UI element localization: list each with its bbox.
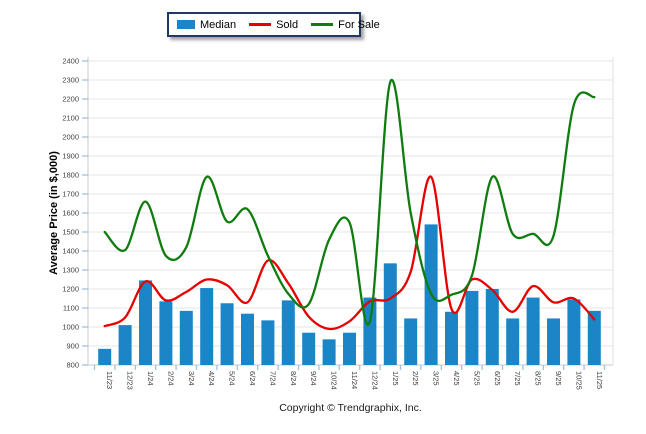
median-bar <box>261 320 274 365</box>
x-tick-label: 6/24 <box>248 371 257 386</box>
median-bar <box>302 333 315 365</box>
median-bar-swatch-icon <box>177 20 195 29</box>
median-bar <box>363 298 376 365</box>
median-bar <box>527 298 540 365</box>
median-bar <box>384 263 397 365</box>
x-tick-label: 3/25 <box>432 371 441 386</box>
median-bar <box>445 312 458 365</box>
for-sale-line-swatch-icon <box>311 23 333 26</box>
x-tick-label: 9/25 <box>554 371 563 386</box>
y-tick-label: 2000 <box>62 133 79 142</box>
median-bar <box>567 299 580 365</box>
sold-line-swatch-icon <box>249 23 271 26</box>
median-bar <box>119 325 132 365</box>
median-bar <box>159 301 172 365</box>
x-tick-label: 1/24 <box>146 371 155 386</box>
x-tick-label: 7/24 <box>268 371 277 386</box>
x-tick-label: 5/25 <box>472 371 481 386</box>
y-tick-label: 2300 <box>62 76 79 85</box>
y-tick-label: 1300 <box>62 266 79 275</box>
y-tick-label: 1900 <box>62 152 79 161</box>
x-tick-label: 8/25 <box>534 371 543 386</box>
x-tick-label: 4/24 <box>207 371 216 386</box>
median-bar <box>98 349 111 365</box>
y-axis-title: Average Price (in $,000) <box>48 151 60 275</box>
sold-line <box>105 177 595 329</box>
x-tick-label: 9/24 <box>309 371 318 386</box>
median-bar <box>200 288 213 365</box>
for-sale-line <box>105 80 595 325</box>
x-tick-label: 2/25 <box>411 371 420 386</box>
median-bar <box>241 314 254 365</box>
legend-label-for-sale: For Sale <box>338 19 380 31</box>
median-bar <box>180 311 193 365</box>
x-tick-label: 12/23 <box>126 371 135 390</box>
x-tick-label: 10/24 <box>330 371 339 390</box>
median-bar <box>221 303 234 365</box>
median-bar <box>465 291 478 365</box>
median-bar <box>547 318 560 365</box>
y-tick-label: 1200 <box>62 285 79 294</box>
footer-copyright: Copyright © Trendgraphix, Inc. <box>88 402 613 414</box>
y-tick-label: 2100 <box>62 114 79 123</box>
median-bar <box>486 289 499 365</box>
chart-svg: 800 900 1000 1100 1200 1300 1400 1500 1600 1700 18… <box>0 0 646 434</box>
y-tick-label: 2400 <box>62 57 79 66</box>
x-tick-label: 2/24 <box>166 371 175 386</box>
x-tick-label: 7/25 <box>513 371 522 386</box>
legend-item-median: Median <box>177 19 236 31</box>
y-tick-label: 1700 <box>62 190 79 199</box>
median-bar <box>343 333 356 365</box>
y-tick-label: 800 <box>66 361 79 370</box>
x-tick-label: 11/25 <box>595 371 604 389</box>
median-bar <box>282 300 295 365</box>
x-tick-label: 4/25 <box>452 371 461 386</box>
median-bar <box>139 280 152 365</box>
x-tick-label: 10/25 <box>574 371 583 390</box>
series-lines <box>105 80 595 329</box>
legend-label-sold: Sold <box>276 19 298 31</box>
price-trend-chart: Median Sold For Sale 800 900 1000 1100 1200 1… <box>0 0 646 434</box>
x-tick-label: 6/25 <box>493 371 502 386</box>
legend-item-sold: Sold <box>249 19 298 31</box>
y-tick-label: 1500 <box>62 228 79 237</box>
median-bar <box>323 339 336 365</box>
median-bar <box>404 318 417 365</box>
y-tick-label: 1100 <box>63 304 79 313</box>
x-tick-label: 11/24 <box>350 371 359 389</box>
x-tick-label: 12/24 <box>370 371 379 390</box>
x-tick-label: 3/24 <box>187 371 196 386</box>
x-tick-label: 1/25 <box>391 371 400 386</box>
x-tick-label: 8/24 <box>289 371 298 386</box>
y-tick-label: 2200 <box>62 95 79 104</box>
x-tick-label: 11/23 <box>105 371 114 389</box>
legend-label-median: Median <box>200 19 236 31</box>
legend-box: Median Sold For Sale <box>167 12 361 37</box>
x-tick-label: 5/24 <box>228 371 237 386</box>
y-tick-label: 900 <box>66 342 79 351</box>
y-tick-label: 1400 <box>62 247 79 256</box>
median-bar <box>506 318 519 365</box>
y-tick-label: 1600 <box>62 209 79 218</box>
legend-item-for-sale: For Sale <box>311 19 380 31</box>
y-tick-label: 1800 <box>62 171 79 180</box>
y-tick-label: 1000 <box>62 323 79 332</box>
